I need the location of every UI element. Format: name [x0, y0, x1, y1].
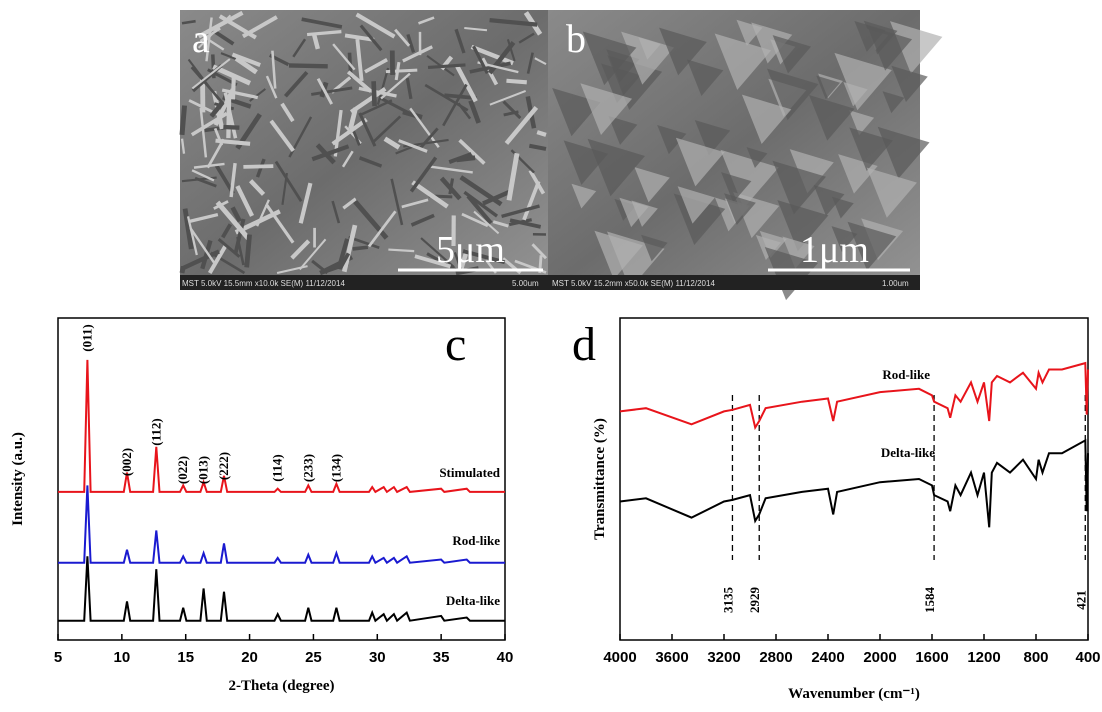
series-label: Delta-like — [881, 445, 935, 460]
x-tick-label: 35 — [433, 649, 450, 666]
peak-label: (022) — [175, 456, 190, 484]
x-tick-label: 40 — [497, 649, 514, 666]
scale-label: 5μm — [436, 229, 505, 271]
series-label: Rod-like — [452, 533, 500, 548]
x-axis-label: 2-Theta (degree) — [229, 678, 335, 694]
marker-label: 2929 — [747, 587, 762, 614]
x-tick-label: 4000 — [603, 649, 636, 666]
x-axis-label: Wavenumber (cm⁻¹) — [788, 686, 920, 702]
x-tick-label: 5 — [54, 649, 62, 666]
peak-label: (011) — [79, 324, 94, 351]
x-tick-label: 20 — [241, 649, 258, 666]
sem-info: MST 5.0kV 15.2mm x50.0k SE(M) 11/12/2014 — [552, 279, 715, 288]
x-tick-label: 3600 — [655, 649, 688, 666]
panel-label: a — [192, 16, 210, 61]
series-line — [620, 363, 1088, 427]
x-tick-label: 2800 — [759, 649, 792, 666]
peak-label: (114) — [270, 454, 285, 481]
marker-label: 421 — [1073, 590, 1088, 610]
marker-label: 1584 — [922, 587, 937, 614]
x-tick-label: 1600 — [915, 649, 948, 666]
texture-stroke — [374, 81, 375, 106]
x-tick-label: 400 — [1075, 649, 1100, 666]
series-label: Stimulated — [439, 465, 500, 480]
texture-stroke — [182, 106, 185, 135]
series-label: Delta-like — [446, 593, 500, 608]
texture-stroke — [223, 127, 239, 128]
x-tick-label: 3200 — [707, 649, 740, 666]
texture-stroke — [233, 75, 234, 99]
panel-label: b — [566, 16, 586, 61]
marker-label: 3135 — [720, 587, 735, 614]
peak-label: (222) — [216, 452, 231, 480]
peak-label: (233) — [300, 454, 315, 482]
series-line — [58, 485, 505, 562]
x-tick-label: 25 — [305, 649, 322, 666]
x-tick-label: 2400 — [811, 649, 844, 666]
series-line — [620, 440, 1088, 527]
plot-frame — [620, 318, 1088, 640]
scale-label: 1μm — [800, 229, 869, 271]
series-line — [58, 556, 505, 620]
texture-stroke — [388, 250, 414, 252]
texture-stroke — [247, 234, 250, 267]
peak-label: (013) — [196, 456, 211, 484]
sem-images: a b 5μm 1μm MST 5.0kV 15.5mm x10.0k SE(M… — [180, 10, 942, 300]
x-tick-label: 2000 — [863, 649, 896, 666]
x-tick-label: 1200 — [967, 649, 1000, 666]
texture-stroke — [353, 247, 368, 249]
x-tick-label: 15 — [177, 649, 194, 666]
peak-label: (134) — [328, 454, 343, 482]
sem-info: 1.00um — [882, 279, 909, 288]
sem-info: 5.00um — [512, 279, 539, 288]
panel-label: c — [445, 318, 466, 371]
texture-stroke — [537, 132, 546, 135]
series-label: Rod-like — [882, 367, 930, 382]
x-tick-label: 30 — [369, 649, 386, 666]
texture-stroke — [289, 65, 328, 66]
y-axis-label: Intensity (a.u.) — [10, 432, 26, 526]
peak-label: (112) — [148, 418, 163, 445]
texture-stroke — [243, 166, 273, 167]
x-tick-label: 800 — [1023, 649, 1048, 666]
y-axis-label: Transmittance (%) — [592, 418, 608, 540]
texture-stroke — [506, 81, 526, 83]
x-tick-label: 10 — [114, 649, 131, 666]
panel-label: d — [572, 318, 596, 371]
peak-label: (002) — [119, 448, 134, 476]
sem-info: MST 5.0kV 15.5mm x10.0k SE(M) 11/12/2014 — [182, 279, 345, 288]
